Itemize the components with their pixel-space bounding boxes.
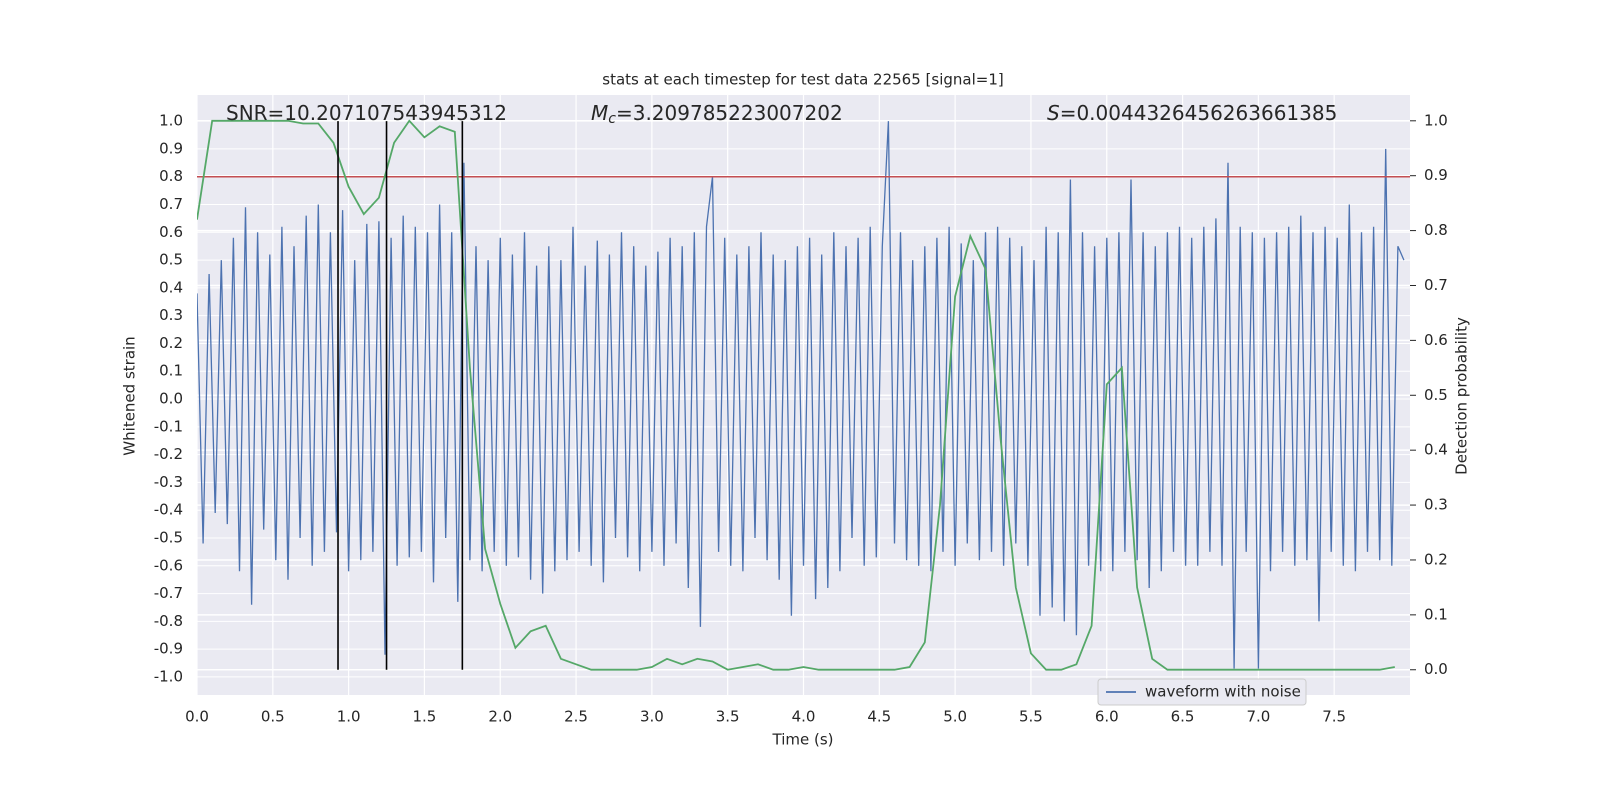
y-tick-label: -0.7 (154, 584, 183, 602)
y2-tick-label: 0.7 (1424, 276, 1448, 294)
annotation-text: =3.209785223007202 (616, 101, 843, 125)
annotation-symbol: S (1047, 101, 1060, 125)
y-axis-label: Whitened strain (121, 336, 139, 455)
y-tick-label: 0.5 (159, 251, 183, 269)
x-tick-label: 7.5 (1322, 708, 1346, 726)
y-tick-label: 0.6 (159, 223, 183, 241)
legend-label: waveform with noise (1145, 683, 1301, 701)
y2-tick-label: 0.8 (1424, 221, 1448, 239)
chart-title: stats at each timestep for test data 225… (602, 71, 1003, 89)
x-tick-label: 6.0 (1095, 708, 1119, 726)
y-tick-label: 0.7 (159, 195, 183, 213)
y2-tick-label: 0.5 (1424, 386, 1448, 404)
x-tick-label: 3.5 (716, 708, 740, 726)
series-line (197, 119, 1395, 671)
legend-box (1097, 678, 1307, 706)
y2-tick-label: 0.6 (1424, 331, 1448, 349)
y-tick-label: -0.2 (154, 445, 183, 463)
y2-tick-label: 0.1 (1424, 605, 1448, 623)
x-tick-label: 6.5 (1171, 708, 1195, 726)
y-tick-label: 0.2 (159, 334, 183, 352)
annotation-text: SNR=10.207107543945312 (226, 101, 507, 125)
y-tick-label: 0.4 (159, 278, 183, 296)
series-line (197, 121, 1405, 669)
x-tick-label: 1.0 (337, 708, 361, 726)
y-tick-label: -0.4 (154, 501, 183, 519)
y2-tick-label: 1.0 (1424, 111, 1448, 129)
y-tick-label: -0.5 (154, 528, 183, 546)
y2-tick-label: 0.3 (1424, 496, 1448, 514)
legend: waveform with noise (1097, 678, 1307, 706)
y-tick-label: -0.3 (154, 473, 183, 491)
y-tick-label: -0.6 (154, 556, 183, 574)
y-tick-label: -0.9 (154, 640, 183, 658)
y-tick-label: 0.0 (159, 390, 183, 408)
y-tick-label: -1.0 (154, 667, 183, 685)
x-tick-label: 0.0 (185, 708, 209, 726)
x-tick-label: 4.0 (792, 708, 816, 726)
annotation: SNR=10.207107543945312 (226, 101, 507, 125)
y-tick-label: 0.8 (159, 167, 183, 185)
y-tick-label: -0.8 (154, 612, 183, 630)
x-tick-label: 0.5 (261, 708, 285, 726)
x-tick-label: 5.0 (943, 708, 967, 726)
y2-axis-label: Detection probability (1453, 317, 1471, 475)
annotation: Mc=3.209785223007202 (591, 101, 843, 128)
y-tick-label: 0.3 (159, 306, 183, 324)
y-tick-label: -0.1 (154, 417, 183, 435)
annotation-symbol: M (591, 101, 608, 125)
y2-tick-label: 0.0 (1424, 660, 1448, 678)
y-tick-label: 1.0 (159, 112, 183, 130)
y-tick-label: 0.1 (159, 362, 183, 380)
x-tick-label: 1.5 (413, 708, 437, 726)
y2-tick-label: 0.2 (1424, 550, 1448, 568)
annotation: S=0.0044326456263661385 (1047, 101, 1337, 125)
x-tick-label: 7.0 (1246, 708, 1270, 726)
y-tick-label: 0.9 (159, 139, 183, 157)
x-tick-label: 2.0 (488, 708, 512, 726)
x-tick-label: 2.5 (564, 708, 588, 726)
x-axis-label: Time (s) (772, 731, 834, 749)
x-tick-label: 5.5 (1019, 708, 1043, 726)
annotation-text: =0.0044326456263661385 (1060, 101, 1338, 125)
annotation-subscript: c (608, 111, 616, 127)
x-tick-label: 4.5 (867, 708, 891, 726)
y2-tick-label: 0.4 (1424, 441, 1448, 459)
y2-tick-label: 0.9 (1424, 166, 1448, 184)
x-tick-label: 3.0 (640, 708, 664, 726)
